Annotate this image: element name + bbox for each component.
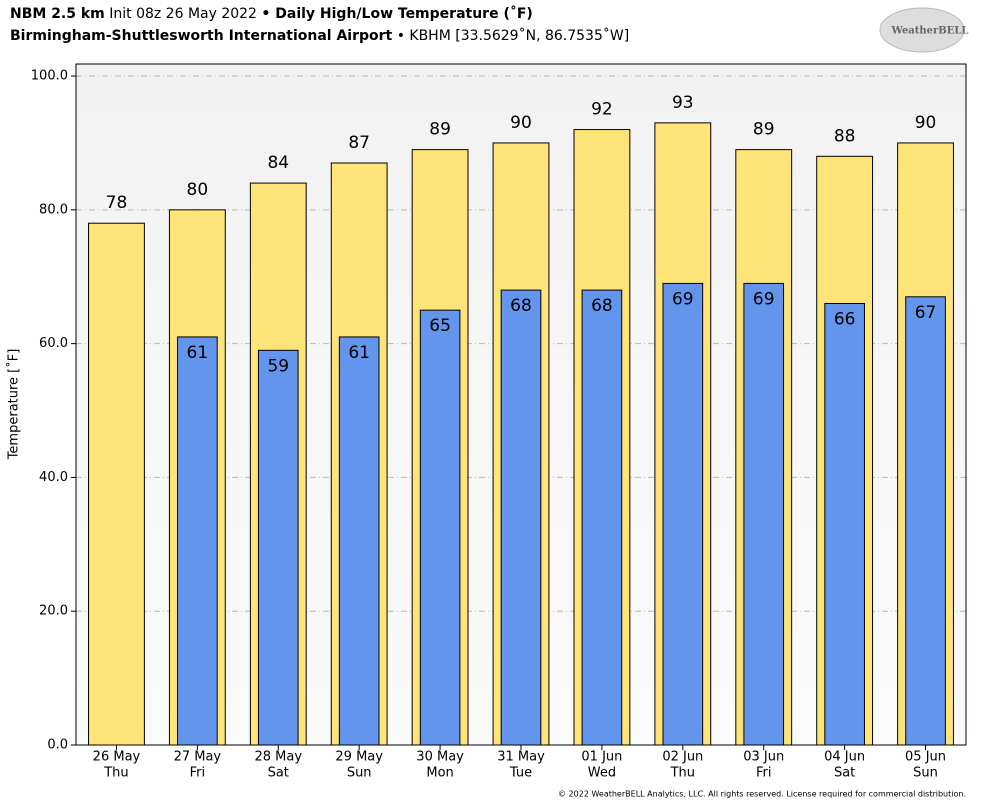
data-label: 78 <box>106 193 128 213</box>
x-tick-weekday: Sun <box>347 766 372 781</box>
data-label: 84 <box>267 153 289 173</box>
bar <box>257 349 299 746</box>
bar <box>88 222 145 746</box>
subtitle-part: Birmingham-Shuttlesworth International A… <box>10 28 393 44</box>
x-tick-weekday: Fri <box>190 766 206 781</box>
x-tick-weekday: Mon <box>426 766 453 781</box>
title-part: Init 08z 26 May 2022 <box>109 6 257 22</box>
x-tick-weekday: Sat <box>834 766 855 781</box>
x-tick-weekday: Tue <box>509 766 532 781</box>
data-label: 80 <box>187 180 209 200</box>
x-tick-label: 29 May <box>335 750 383 765</box>
y-tick-label: 60.0 <box>39 336 68 351</box>
data-label: 69 <box>672 289 694 309</box>
logo-mark <box>879 7 965 53</box>
data-label: 93 <box>672 93 694 113</box>
bar <box>177 336 218 746</box>
data-label: 61 <box>187 343 209 363</box>
bar <box>500 289 542 746</box>
bar <box>419 309 461 746</box>
data-label: 68 <box>591 296 613 316</box>
chart-title: NBM 2.5 km Init 08z 26 May 2022 • Daily … <box>10 5 533 22</box>
bar <box>662 282 704 746</box>
y-tick-label: 40.0 <box>39 470 68 485</box>
data-label: 66 <box>834 309 856 329</box>
data-label: 67 <box>915 303 937 323</box>
data-label: 89 <box>753 120 775 140</box>
x-tick-weekday: Thu <box>670 766 695 781</box>
title-part: NBM 2.5 km <box>10 6 105 22</box>
x-tick-label: 30 May <box>416 750 464 765</box>
bar <box>743 282 785 746</box>
y-tick-label: 20.0 <box>39 604 68 619</box>
y-tick-label: 100.0 <box>31 69 68 84</box>
data-label: 89 <box>429 120 451 140</box>
x-tick-label: 28 May <box>254 750 302 765</box>
bar <box>581 289 623 746</box>
data-label: 90 <box>510 113 532 133</box>
data-label: 88 <box>834 126 856 146</box>
y-axis-label: Temperature [˚F] <box>6 349 22 461</box>
data-label: 69 <box>753 289 775 309</box>
subtitle-part: • KBHM [33.5629˚N, 86.7535˚W] <box>397 27 629 44</box>
y-tick-label: 0.0 <box>47 738 68 753</box>
x-tick-weekday: Fri <box>756 766 772 781</box>
x-tick-weekday: Sat <box>268 766 289 781</box>
bar <box>338 336 380 746</box>
chart-subtitle: Birmingham-Shuttlesworth International A… <box>10 27 629 44</box>
x-tick-label: 27 May <box>174 750 222 765</box>
data-label: 59 <box>267 356 289 376</box>
bar <box>824 302 865 746</box>
x-tick-label: 31 May <box>497 750 545 765</box>
x-tick-label: 02 Jun <box>662 750 703 765</box>
data-label: 92 <box>591 100 613 120</box>
x-tick-label: 03 Jun <box>743 750 784 765</box>
bar <box>905 296 946 746</box>
title-part: • Daily High/Low Temperature (˚F) <box>261 5 532 22</box>
y-tick-label: 80.0 <box>39 202 68 217</box>
logo: WeatherBELL <box>891 26 969 37</box>
x-tick-label: 26 May <box>93 750 141 765</box>
data-label: 68 <box>510 296 532 316</box>
x-tick-weekday: Thu <box>103 766 128 781</box>
x-tick-weekday: Sun <box>913 766 938 781</box>
data-label: 61 <box>348 343 370 363</box>
x-tick-label: 01 Jun <box>581 750 622 765</box>
footer: © 2022 WeatherBELL Analytics, LLC. All r… <box>558 790 966 799</box>
x-tick-weekday: Wed <box>588 766 616 781</box>
x-tick-label: 04 Jun <box>824 750 865 765</box>
data-label: 65 <box>429 316 451 336</box>
data-label: 90 <box>915 113 937 133</box>
x-tick-label: 05 Jun <box>905 750 946 765</box>
data-label: 87 <box>348 133 370 153</box>
